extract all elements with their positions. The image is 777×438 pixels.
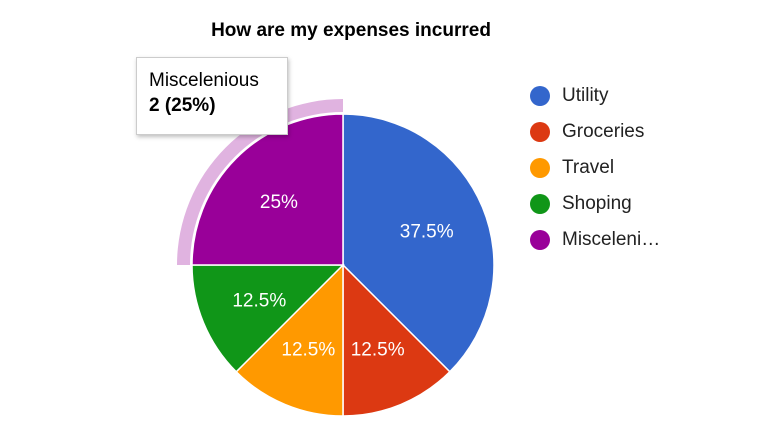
slice-label-travel: 12.5% (281, 340, 335, 361)
legend-label: Groceries (562, 121, 645, 142)
tooltip: Miscelenious 2 (25%) (136, 57, 288, 135)
pie-slice-travel[interactable] (235, 263, 344, 417)
legend-swatch (530, 230, 550, 250)
legend-swatch (530, 158, 550, 178)
chart-title: How are my expenses incurred (211, 20, 491, 41)
pie-slice-shoping[interactable] (191, 264, 345, 373)
legend-item-shoping[interactable]: Shoping (530, 186, 660, 222)
slice-label-miscelenious: 25% (260, 192, 298, 213)
slice-label-groceries: 12.5% (351, 340, 405, 361)
legend-item-travel[interactable]: Travel (530, 150, 660, 186)
legend-swatch (530, 122, 550, 142)
legend-label: Shoping (562, 193, 632, 214)
legend-label: Travel (562, 157, 615, 178)
legend-label: Misceleni… (562, 229, 661, 250)
pie-slice-groceries[interactable] (342, 263, 451, 417)
legend-item-groceries[interactable]: Groceries (530, 114, 660, 150)
pie-slice-utility[interactable] (342, 113, 495, 373)
tooltip-value: 2 (25%) (149, 95, 216, 116)
legend-swatch (530, 194, 550, 214)
legend-item-utility[interactable]: Utility (530, 78, 660, 114)
slice-label-utility: 37.5% (400, 221, 454, 242)
legend-swatch (530, 86, 550, 106)
legend-label: Utility (562, 85, 609, 106)
tooltip-name: Miscelenious (149, 70, 259, 91)
slice-label-shoping: 12.5% (232, 291, 286, 312)
legend: Utility Groceries Travel Shoping Misceleni… (530, 78, 660, 258)
pie-slice-miscelenious[interactable] (191, 113, 344, 266)
legend-item-miscelenious[interactable]: Misceleni… (530, 222, 660, 258)
